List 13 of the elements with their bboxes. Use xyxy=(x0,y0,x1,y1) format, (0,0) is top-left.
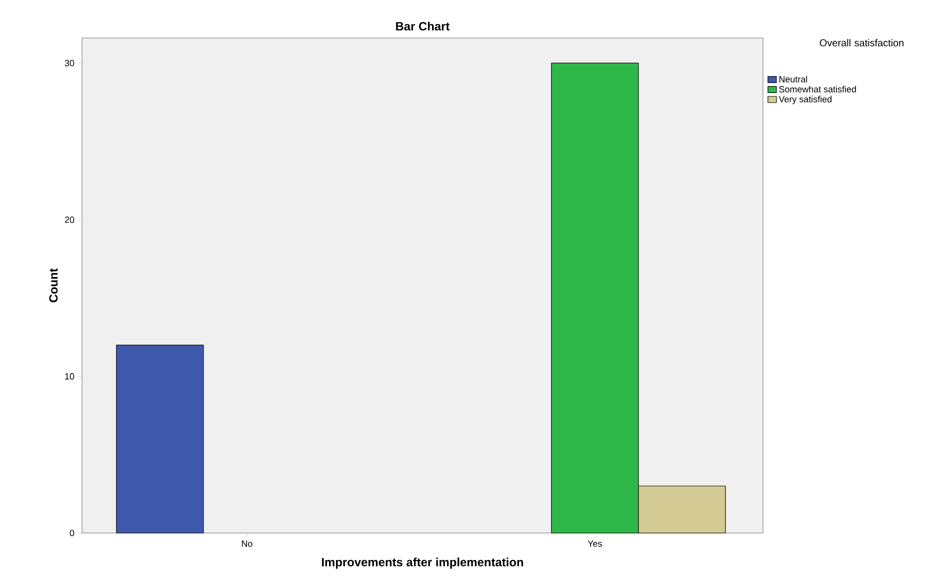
y-tick-label: 10 xyxy=(65,373,74,380)
legend-title: Overall satisfaction xyxy=(820,39,904,46)
y-tick-label: 30 xyxy=(64,60,74,66)
chart-title: Bar Chart xyxy=(396,22,450,30)
legend-label: Neutral xyxy=(779,76,808,82)
x-tick-label: No xyxy=(242,540,252,547)
y-axis-title: Count xyxy=(49,268,58,302)
x-tick-label: Yes xyxy=(588,540,602,547)
x-axis-title: Improvements after implementation xyxy=(322,558,524,569)
legend-label: Very satisfied xyxy=(778,96,832,104)
legend-label: Somewhat satisfied xyxy=(779,86,856,92)
y-tick-label: 0 xyxy=(70,530,74,536)
y-tick-label: 20 xyxy=(64,216,74,223)
